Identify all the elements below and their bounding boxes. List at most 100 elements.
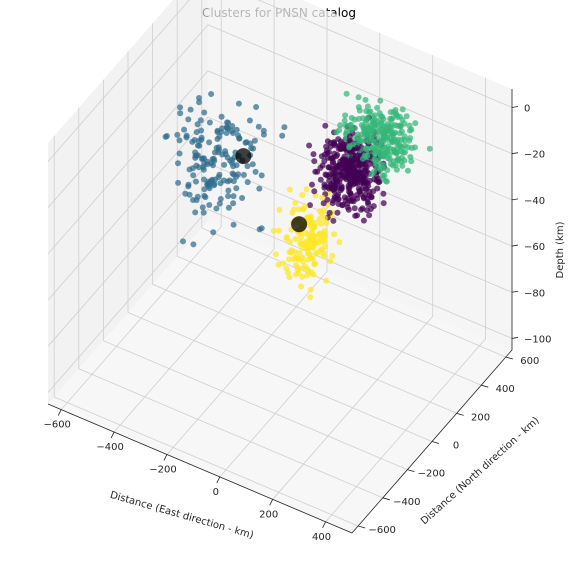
data-point bbox=[377, 97, 384, 104]
z-tick bbox=[511, 337, 519, 339]
data-point bbox=[366, 212, 373, 219]
data-point bbox=[235, 100, 242, 107]
data-point bbox=[230, 178, 237, 185]
data-point bbox=[348, 126, 355, 133]
data-point bbox=[329, 252, 336, 259]
data-point bbox=[230, 193, 237, 200]
z-tick bbox=[511, 244, 519, 247]
data-point bbox=[217, 196, 224, 202]
data-point bbox=[345, 185, 352, 192]
data-point bbox=[174, 131, 181, 138]
data-point bbox=[311, 158, 318, 165]
data-point bbox=[397, 122, 404, 129]
data-point bbox=[195, 137, 202, 144]
data-point bbox=[304, 272, 311, 279]
data-point bbox=[290, 256, 297, 263]
data-point bbox=[230, 200, 237, 207]
data-point bbox=[396, 130, 403, 137]
data-point bbox=[373, 177, 380, 184]
data-point bbox=[328, 165, 335, 172]
z-gridline bbox=[47, 0, 513, 162]
y-gridline bbox=[127, 51, 433, 442]
data-point bbox=[194, 193, 201, 200]
data-point bbox=[244, 163, 251, 170]
z-tick bbox=[511, 290, 519, 293]
data-point bbox=[314, 238, 320, 244]
z-tick bbox=[511, 106, 519, 108]
data-point bbox=[307, 202, 313, 209]
data-point bbox=[360, 180, 367, 187]
data-point bbox=[201, 176, 207, 183]
data-point bbox=[200, 166, 207, 173]
data-point bbox=[304, 231, 311, 238]
y-tick bbox=[505, 356, 513, 360]
data-point bbox=[366, 177, 373, 184]
data-point bbox=[219, 151, 226, 158]
data-point bbox=[321, 215, 328, 222]
data-point bbox=[305, 256, 312, 263]
z-tick bbox=[511, 198, 519, 201]
data-point bbox=[288, 249, 295, 256]
data-point bbox=[401, 133, 408, 140]
data-point bbox=[370, 137, 377, 144]
data-point bbox=[323, 277, 330, 284]
data-point bbox=[175, 179, 182, 186]
data-point bbox=[198, 127, 205, 134]
x-tick bbox=[163, 454, 168, 461]
y-gridline bbox=[152, 23, 457, 414]
data-point bbox=[380, 190, 387, 197]
data-point bbox=[319, 210, 325, 217]
data-point bbox=[341, 117, 348, 124]
data-point bbox=[337, 138, 344, 145]
data-point bbox=[189, 138, 196, 145]
z-tick-label: −20 bbox=[524, 150, 545, 161]
data-point bbox=[321, 158, 328, 165]
data-point bbox=[236, 135, 243, 142]
data-point bbox=[330, 187, 337, 193]
y-tick-label: 400 bbox=[496, 384, 515, 395]
data-point bbox=[199, 155, 206, 162]
data-point bbox=[351, 205, 358, 212]
data-point bbox=[185, 116, 192, 123]
data-point bbox=[211, 157, 218, 164]
x-tick bbox=[57, 409, 62, 416]
data-point bbox=[303, 186, 310, 193]
y-tick bbox=[456, 412, 464, 416]
data-point bbox=[323, 219, 330, 226]
data-point bbox=[352, 212, 359, 219]
data-point bbox=[201, 109, 208, 116]
data-point bbox=[201, 186, 208, 193]
data-point bbox=[344, 200, 351, 207]
data-point bbox=[407, 154, 414, 160]
data-point bbox=[360, 173, 367, 180]
y-tick-label: −600 bbox=[368, 525, 395, 536]
data-point bbox=[329, 159, 336, 166]
data-point bbox=[206, 202, 213, 208]
data-point bbox=[380, 200, 387, 207]
data-point bbox=[248, 145, 255, 152]
data-point bbox=[371, 168, 377, 175]
data-point bbox=[394, 136, 401, 143]
data-point bbox=[219, 125, 226, 132]
data-point bbox=[220, 177, 227, 184]
data-point bbox=[233, 185, 240, 192]
data-point bbox=[338, 143, 345, 150]
data-point bbox=[306, 142, 313, 149]
data-point bbox=[207, 180, 214, 186]
data-point bbox=[407, 127, 413, 134]
data-point bbox=[258, 225, 265, 232]
data-point bbox=[303, 238, 310, 245]
data-point bbox=[230, 171, 237, 178]
data-point bbox=[367, 160, 374, 167]
data-point bbox=[412, 120, 419, 127]
data-point bbox=[386, 156, 393, 163]
data-point bbox=[176, 150, 183, 157]
data-point bbox=[210, 162, 216, 169]
x-tick bbox=[322, 521, 326, 528]
data-point bbox=[302, 203, 309, 210]
data-point bbox=[296, 249, 303, 256]
data-point bbox=[359, 155, 366, 162]
data-point bbox=[299, 192, 306, 198]
data-point bbox=[364, 145, 371, 152]
data-point bbox=[349, 167, 356, 174]
